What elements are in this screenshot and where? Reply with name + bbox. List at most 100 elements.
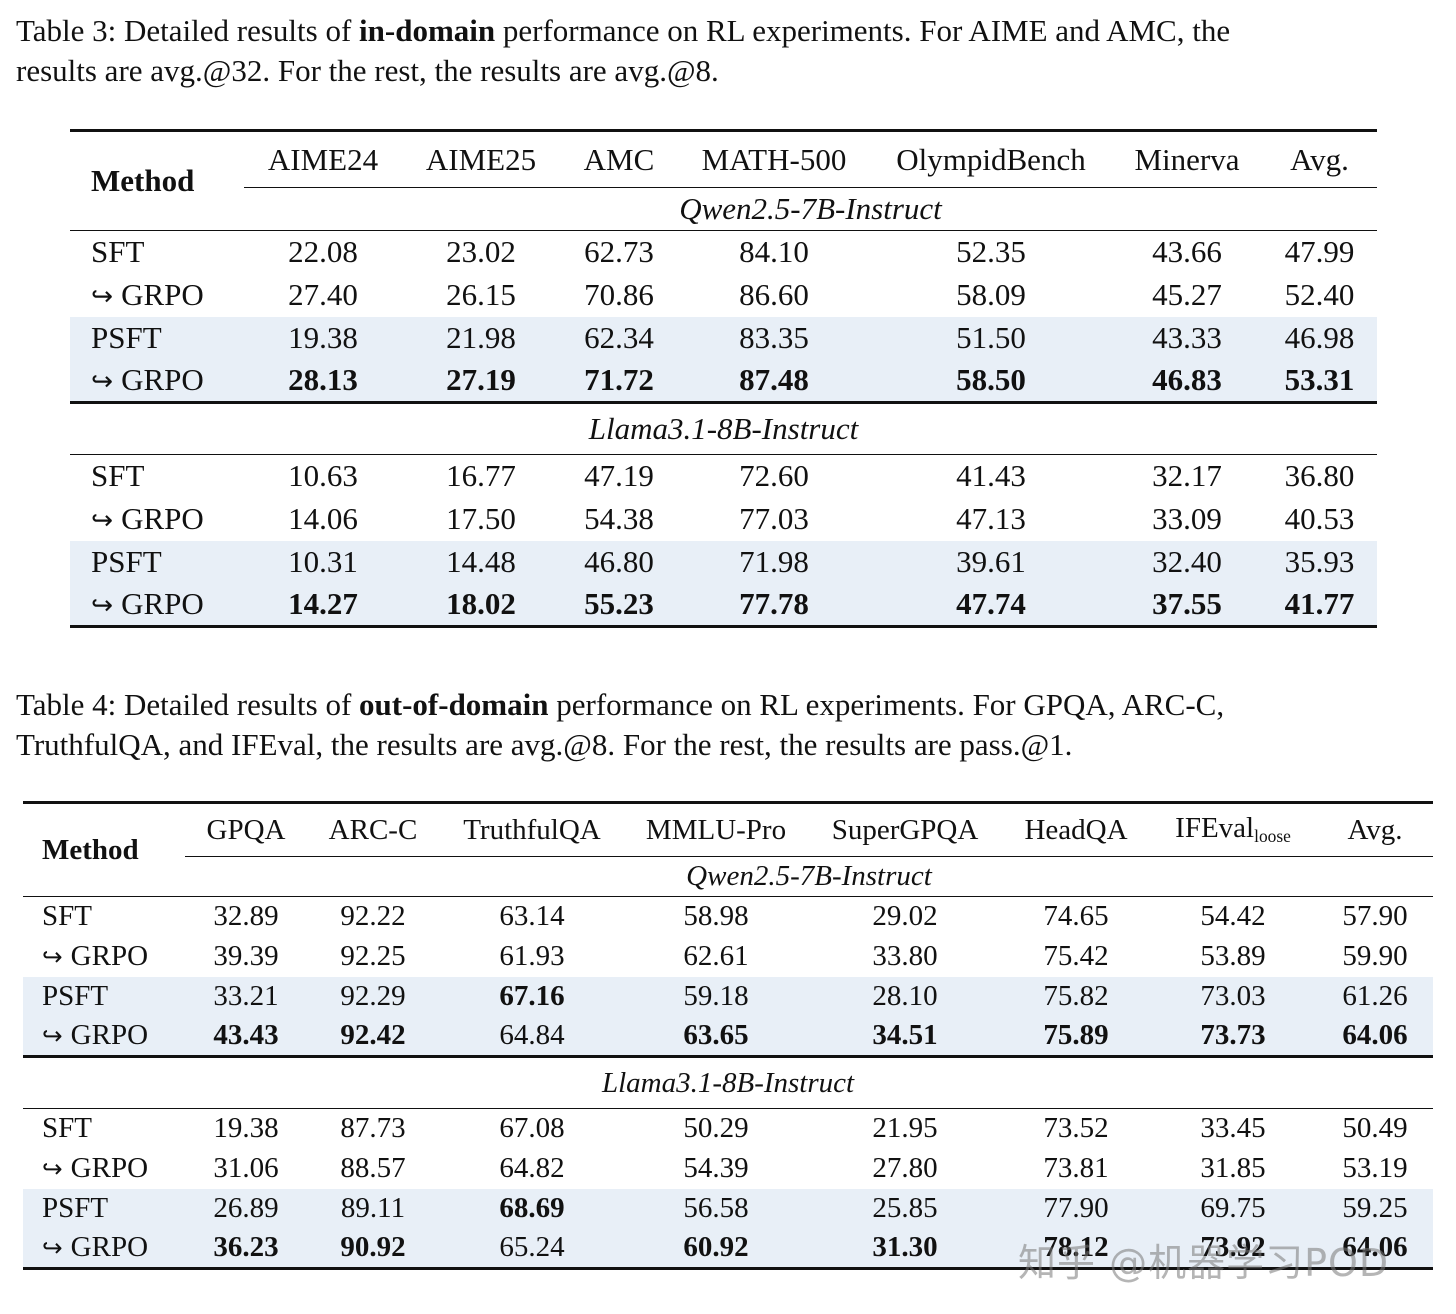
value-cell: 67.16 [439,976,625,1017]
value-cell: 59.90 [1342,940,1408,972]
value-cell: 64.82 [499,1152,565,1184]
value-cell: 28.10 [807,976,1003,1017]
hook-arrow-icon: ↪ [91,282,114,312]
value-cell: 54.42 [1149,896,1317,937]
value-cell: 78.12 [1003,1228,1149,1270]
value-cell: 92.42 [307,1016,439,1057]
value-cell: 45.27 [1152,277,1222,312]
hook-arrow-icon: ↪ [42,942,63,971]
table4-caption-bold: out-of-domain [359,687,549,722]
value-cell: 92.22 [307,896,439,937]
table-row: PSFT 33.21 92.29 67.16 59.18 28.10 75.82 73.03 6… [23,976,1433,1017]
table4-col-header: GPQA [185,801,307,857]
value-cell: 47.74 [870,583,1112,628]
table4-col-header: Avg. [1317,801,1433,857]
method-label: PSFT [42,980,109,1012]
value-cell: 53.31 [1262,359,1377,403]
value-cell: 33.45 [1149,1108,1317,1149]
method-label: SFT [42,1112,92,1145]
method-label: GRPO [70,940,149,972]
value-cell: 54.39 [683,1152,749,1184]
value-cell: 77.90 [1003,1188,1149,1229]
table4-col-header: ARC-C [307,801,439,857]
hook-arrow-icon: ↪ [42,1233,63,1263]
value-cell: 32.40 [1112,540,1262,584]
value-cell: 65.24 [439,1228,625,1270]
table4-method-header: Method [23,801,185,897]
value-cell: 19.38 [185,1108,307,1149]
table3-col-header: AIME25 [402,129,560,188]
value-cell: 51.50 [870,316,1112,360]
table4-body: Method GPQA ARC-C TruthfulQA MMLU-Pro SuperGP… [23,801,1433,1270]
value-cell: 17.50 [446,501,516,536]
table-row: SFT 10.63 16.77 47.19 72.60 41.43 32.17 36.80 [70,454,1377,498]
value-cell: 31.30 [807,1228,1003,1270]
value-cell: 19.38 [244,316,402,360]
table3-model-name: Qwen2.5-7B-Instruct [679,191,942,226]
value-cell: 74.65 [1003,896,1149,937]
table3-col-header: Minerva [1112,129,1262,188]
table3-col-header: MATH-500 [678,129,870,188]
value-cell: 52.40 [1284,277,1355,312]
value-cell: 23.02 [402,230,560,274]
table4-col-header: SuperGPQA [807,801,1003,857]
value-cell: 14.27 [244,583,402,628]
value-cell: 83.35 [678,316,870,360]
value-cell: 27.19 [402,359,560,403]
method-label: GRPO [70,1231,149,1264]
value-cell: 58.09 [956,277,1026,312]
table3-caption: Table 3: Detailed results of in-domain p… [16,11,1446,91]
hook-arrow-icon: ↪ [42,1154,63,1183]
table4-method-cell: ↪ GRPO [23,1016,185,1057]
table4-col-header: TruthfulQA [439,801,625,857]
method-label: SFT [91,234,145,270]
method-label: GRPO [121,586,204,622]
table3-col-header: OlympidBench [870,129,1112,188]
value-cell: 39.39 [213,940,279,972]
value-cell: 86.60 [739,277,809,312]
method-label: GRPO [121,501,204,536]
value-cell: 32.89 [185,896,307,937]
table3-method-cell: PSFT [70,540,244,584]
value-cell: 55.23 [560,583,678,628]
method-label: PSFT [91,320,162,355]
value-cell: 39.61 [870,540,1112,584]
value-cell: 69.75 [1149,1188,1317,1229]
table3-method-cell: SFT [70,454,244,498]
table-row: PSFT 26.89 89.11 68.69 56.58 25.85 77.90 69.75 5… [23,1188,1433,1229]
value-cell: 33.21 [185,976,307,1017]
value-cell: 26.15 [446,277,516,312]
table4-caption-prefix: Table 4: Detailed results of [16,687,360,722]
table3-method-cell: ↪ GRPO [70,274,244,317]
value-cell: 64.06 [1317,1228,1433,1270]
value-cell: 27.80 [872,1152,938,1184]
value-cell: 28.13 [244,359,402,403]
value-cell: 31.06 [213,1152,279,1184]
value-cell: 72.60 [678,454,870,498]
value-cell: 90.92 [307,1228,439,1270]
value-cell: 54.38 [584,501,654,536]
value-cell: 43.66 [1112,230,1262,274]
table3-method-cell: ↪ GRPO [70,498,244,541]
value-cell: 75.82 [1003,976,1149,1017]
value-cell: 87.48 [678,359,870,403]
value-cell: 92.25 [340,940,406,972]
value-cell: 47.19 [560,454,678,498]
table4-method-cell: SFT [23,1108,185,1149]
table4-method-cell: ↪ GRPO [23,1149,185,1189]
value-cell: 33.80 [872,940,938,972]
value-cell: 46.98 [1262,316,1377,360]
table3-caption-line2: results are avg.@32. For the rest, the r… [16,53,719,88]
table3-method-cell: ↪ GRPO [70,359,244,403]
table4-col-header: HeadQA [1003,801,1149,857]
table4-model-name: Qwen2.5-7B-Instruct [686,860,932,892]
table-row: ↪ GRPO 31.06 88.57 64.82 54.39 27.80 73.81 31.85… [23,1149,1433,1189]
value-cell: 18.02 [402,583,560,628]
method-label: GRPO [121,277,204,312]
watermark: 知乎 @机器学习POD [1018,1241,1390,1285]
table-row: PSFT 10.31 14.48 46.80 71.98 39.61 32.40 35.93 [70,540,1377,584]
value-cell: 34.51 [807,1016,1003,1057]
value-cell: 35.93 [1262,540,1377,584]
value-cell: 68.69 [439,1188,625,1229]
method-label: GRPO [70,1019,149,1052]
